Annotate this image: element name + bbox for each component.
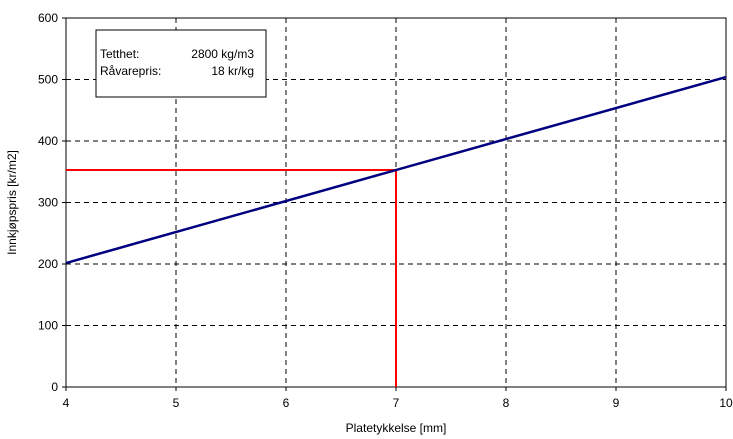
info-density-label: Tetthet: <box>100 47 139 61</box>
y-tick-label-1: 100 <box>38 319 58 333</box>
y-tick-label-5: 500 <box>38 73 58 87</box>
info-density-value: 2800 kg/m3 <box>191 47 254 61</box>
info-raw-price-label: Råvarepris: <box>100 64 161 78</box>
info-box: Tetthet: 2800 kg/m3 Råvarepris: 18 kr/kg <box>95 29 267 98</box>
info-box-frame <box>95 29 267 98</box>
y-tick-label-0: 0 <box>51 380 58 394</box>
y-axis-title: Innkjøpspris [kr/m2] <box>5 150 19 255</box>
y-tick-label-2: 200 <box>38 257 58 271</box>
x-tick-label-5: 9 <box>613 396 620 410</box>
y-tick-label-4: 400 <box>38 134 58 148</box>
x-tick-label-2: 6 <box>283 396 290 410</box>
x-tick-label-3: 7 <box>393 396 400 410</box>
x-tick-label-1: 5 <box>173 396 180 410</box>
info-raw-price-value: 18 kr/kg <box>211 64 254 78</box>
x-axis-title: Platetykkelse [mm] <box>346 421 447 435</box>
x-tick-label-4: 8 <box>503 396 510 410</box>
series-layer <box>65 75 727 387</box>
y-tick-label-3: 300 <box>38 196 58 210</box>
x-tick-label-0: 4 <box>63 396 70 410</box>
x-tick-label-6: 10 <box>719 396 733 410</box>
series-line-0 <box>65 75 727 265</box>
y-tick-label-6: 600 <box>38 11 58 25</box>
